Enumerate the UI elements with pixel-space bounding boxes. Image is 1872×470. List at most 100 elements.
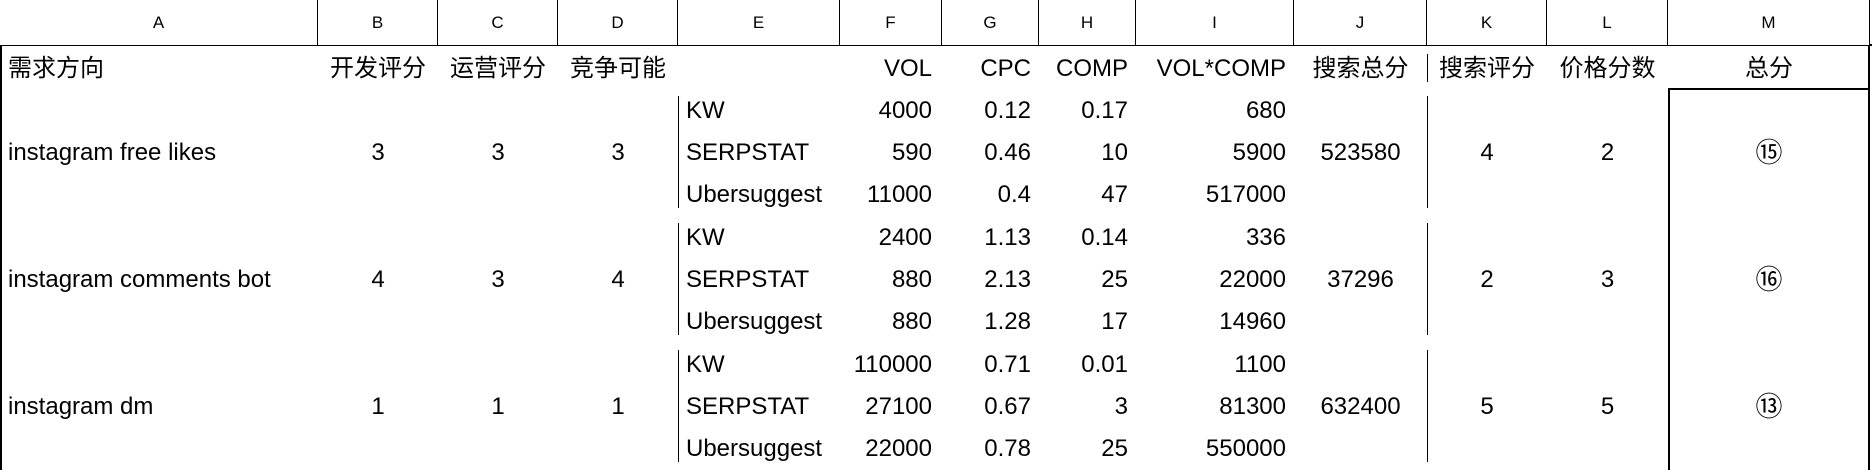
ops-score-cell[interactable]: 3 bbox=[491, 139, 505, 166]
vol-comp-cell[interactable]: 680 bbox=[1245, 97, 1286, 124]
comp-cell[interactable]: 25 bbox=[1101, 435, 1128, 462]
ops-score-cell[interactable]: 3 bbox=[491, 266, 505, 293]
vol-comp-cell[interactable]: 81300 bbox=[1219, 393, 1286, 420]
column-header-a[interactable]: A bbox=[0, 0, 318, 45]
vol-cell[interactable]: 880 bbox=[891, 266, 932, 293]
vol-cell[interactable]: 110000 bbox=[853, 351, 932, 378]
header-total[interactable]: 总分 bbox=[1745, 55, 1793, 82]
cpc-cell[interactable]: 0.46 bbox=[984, 139, 1031, 166]
comp-cell[interactable]: 47 bbox=[1101, 181, 1128, 208]
column-header-l[interactable]: L bbox=[1547, 0, 1668, 45]
keyword-cell[interactable]: instagram free likes bbox=[8, 139, 217, 166]
vol-cell[interactable]: 2400 bbox=[878, 224, 932, 251]
source-cell[interactable]: KW bbox=[686, 224, 725, 251]
source-cell[interactable]: KW bbox=[686, 351, 725, 378]
competition-cell[interactable]: 3 bbox=[611, 139, 625, 166]
cpc-cell[interactable]: 0.78 bbox=[984, 435, 1031, 462]
cpc-cell[interactable]: 1.28 bbox=[984, 308, 1031, 335]
cpc-cell[interactable]: 1.13 bbox=[984, 224, 1031, 251]
comp-cell[interactable]: 25 bbox=[1101, 266, 1128, 293]
header-search-total[interactable]: 搜索总分 bbox=[1312, 55, 1409, 82]
column-header-h[interactable]: H bbox=[1039, 0, 1136, 45]
search-score-cell[interactable]: 5 bbox=[1480, 393, 1494, 420]
search-total-cell[interactable]: 632400 bbox=[1320, 393, 1401, 420]
total-score-box bbox=[1668, 88, 1870, 470]
ops-score-cell[interactable]: 1 bbox=[491, 393, 505, 420]
header-vol[interactable]: VOL bbox=[883, 55, 932, 82]
column-header-f[interactable]: F bbox=[840, 0, 942, 45]
dev-score-cell[interactable]: 4 bbox=[371, 266, 385, 293]
search-total-cell[interactable]: 37296 bbox=[1327, 266, 1394, 293]
header-search-score[interactable]: 搜索评分 bbox=[1439, 55, 1535, 82]
comp-cell[interactable]: 10 bbox=[1101, 139, 1128, 166]
column-header-j[interactable]: J bbox=[1294, 0, 1427, 45]
header-comp[interactable]: COMP bbox=[1056, 55, 1128, 82]
vol-cell[interactable]: 4000 bbox=[878, 97, 932, 124]
competition-cell[interactable]: 1 bbox=[611, 393, 625, 420]
vol-cell[interactable]: 27100 bbox=[865, 393, 932, 420]
cpc-cell[interactable]: 0.67 bbox=[984, 393, 1031, 420]
comp-cell[interactable]: 0.17 bbox=[1081, 97, 1128, 124]
competition-cell[interactable]: 4 bbox=[611, 266, 625, 293]
vol-comp-cell[interactable]: 14960 bbox=[1219, 308, 1286, 335]
search-score-cell[interactable]: 2 bbox=[1480, 266, 1494, 293]
search-score-divider bbox=[1427, 96, 1428, 208]
column-header-i[interactable]: I bbox=[1136, 0, 1294, 45]
keyword-cell[interactable]: instagram comments bot bbox=[8, 266, 271, 293]
column-header-g[interactable]: G bbox=[942, 0, 1039, 45]
header-demand-direction[interactable]: 需求方向 bbox=[8, 55, 104, 82]
source-cell[interactable]: SERPSTAT bbox=[686, 266, 810, 293]
comp-cell[interactable]: 0.14 bbox=[1081, 224, 1128, 251]
column-header-d[interactable]: D bbox=[558, 0, 678, 45]
price-score-cell[interactable]: 3 bbox=[1600, 266, 1615, 293]
vol-comp-cell[interactable]: 550000 bbox=[1205, 435, 1286, 462]
keyword-cell[interactable]: instagram dm bbox=[8, 393, 154, 420]
header-dev-score[interactable]: 开发评分 bbox=[330, 55, 426, 82]
search-score-cell[interactable]: 4 bbox=[1480, 139, 1494, 166]
column-header-b[interactable]: B bbox=[318, 0, 438, 45]
comp-cell[interactable]: 17 bbox=[1101, 308, 1128, 335]
source-cell[interactable]: Ubersuggest bbox=[686, 435, 823, 462]
cpc-cell[interactable]: 0.71 bbox=[984, 351, 1031, 378]
vol-comp-cell[interactable]: 5900 bbox=[1232, 139, 1286, 166]
cpc-cell[interactable]: 0.12 bbox=[984, 97, 1031, 124]
vol-cell[interactable]: 880 bbox=[891, 308, 932, 335]
header-cpc[interactable]: CPC bbox=[980, 55, 1031, 82]
source-cell[interactable]: SERPSTAT bbox=[686, 139, 810, 166]
column-header-m[interactable]: M bbox=[1668, 0, 1870, 45]
vol-cell[interactable]: 590 bbox=[891, 139, 932, 166]
column-header-bar: A B C D E F G H I J K L M bbox=[0, 0, 1872, 46]
sheet-left-border bbox=[0, 46, 2, 470]
source-column-divider bbox=[678, 96, 679, 208]
vol-cell[interactable]: 11000 bbox=[867, 181, 932, 208]
vol-comp-cell[interactable]: 22000 bbox=[1219, 266, 1286, 293]
source-cell[interactable]: Ubersuggest bbox=[686, 308, 823, 335]
column-header-k[interactable]: K bbox=[1427, 0, 1547, 45]
vol-comp-cell[interactable]: 517000 bbox=[1205, 181, 1286, 208]
header-ops-score[interactable]: 运营评分 bbox=[450, 55, 546, 82]
price-score-cell[interactable]: 2 bbox=[1600, 139, 1615, 166]
search-total-cell[interactable]: 523580 bbox=[1320, 139, 1401, 166]
vol-comp-cell[interactable]: 1100 bbox=[1234, 351, 1286, 378]
source-cell[interactable]: Ubersuggest bbox=[686, 181, 823, 208]
comp-cell[interactable]: 0.01 bbox=[1081, 351, 1128, 378]
cpc-cell[interactable]: 2.13 bbox=[984, 266, 1031, 293]
column-header-c[interactable]: C bbox=[438, 0, 558, 45]
dev-score-cell[interactable]: 3 bbox=[371, 139, 385, 166]
source-cell[interactable]: SERPSTAT bbox=[686, 393, 810, 420]
total-score-cell[interactable]: ⑮ bbox=[1755, 138, 1783, 168]
header-competition[interactable]: 竞争可能 bbox=[570, 55, 666, 82]
vol-cell[interactable]: 22000 bbox=[865, 435, 932, 462]
dev-score-cell[interactable]: 1 bbox=[371, 393, 385, 420]
comp-cell[interactable]: 3 bbox=[1114, 393, 1128, 420]
column-header-e[interactable]: E bbox=[678, 0, 840, 45]
total-score-cell[interactable]: ⑬ bbox=[1755, 392, 1783, 422]
header-price-score[interactable]: 价格分数 bbox=[1559, 55, 1656, 82]
vol-comp-cell[interactable]: 336 bbox=[1245, 224, 1286, 251]
cpc-cell[interactable]: 0.4 bbox=[997, 181, 1031, 208]
total-score-cell[interactable]: ⑯ bbox=[1755, 265, 1783, 295]
header-vol-comp[interactable]: VOL*COMP bbox=[1156, 55, 1286, 82]
source-cell[interactable]: KW bbox=[686, 97, 725, 124]
price-score-cell[interactable]: 5 bbox=[1600, 393, 1615, 420]
